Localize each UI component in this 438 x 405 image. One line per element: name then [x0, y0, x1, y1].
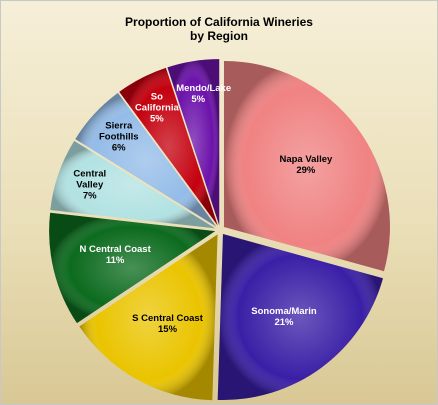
slice-value-label: 5%: [149, 113, 164, 125]
slice-category-label: So California: [134, 91, 179, 114]
slice-label: S Central Coast 15%: [123, 313, 213, 335]
slice-value-label: 15%: [158, 324, 178, 336]
slice-category-label: Sierra Foothills: [98, 120, 139, 142]
slice-label: Central Valley 7%: [68, 168, 112, 201]
slice-label: Napa Valley 29%: [261, 154, 351, 176]
slice-label: So California 5%: [135, 91, 179, 124]
slice-category-label: N Central Coast: [79, 244, 151, 256]
slice-category-label: Napa Valley: [279, 153, 333, 165]
slice-value-label: 29%: [296, 164, 316, 176]
slice-value-label: 5%: [191, 93, 206, 105]
slice-category-label: Sonoma/Marin: [251, 305, 317, 317]
slice-value-label: 7%: [82, 190, 97, 202]
slice-value-label: 11%: [105, 255, 125, 267]
slice-value-label: 6%: [111, 142, 126, 153]
slice-label: Sonoma/Marin 21%: [239, 306, 329, 328]
slice-category-label: Central Valley: [73, 168, 107, 191]
chart-subtitle: by Region: [189, 29, 248, 43]
slice-label: Mendo/Lake 5%: [176, 82, 232, 105]
slice-category-label: S Central Coast: [132, 313, 203, 325]
chart-title: Proportion of California Wineries: [125, 15, 313, 29]
slice-category-label: Mendo/Lake: [176, 82, 232, 94]
slice-label: N Central Coast 11%: [70, 244, 160, 266]
slice-label: Sierra Foothills 6%: [97, 120, 141, 153]
slice-value-label: 21%: [274, 316, 294, 328]
